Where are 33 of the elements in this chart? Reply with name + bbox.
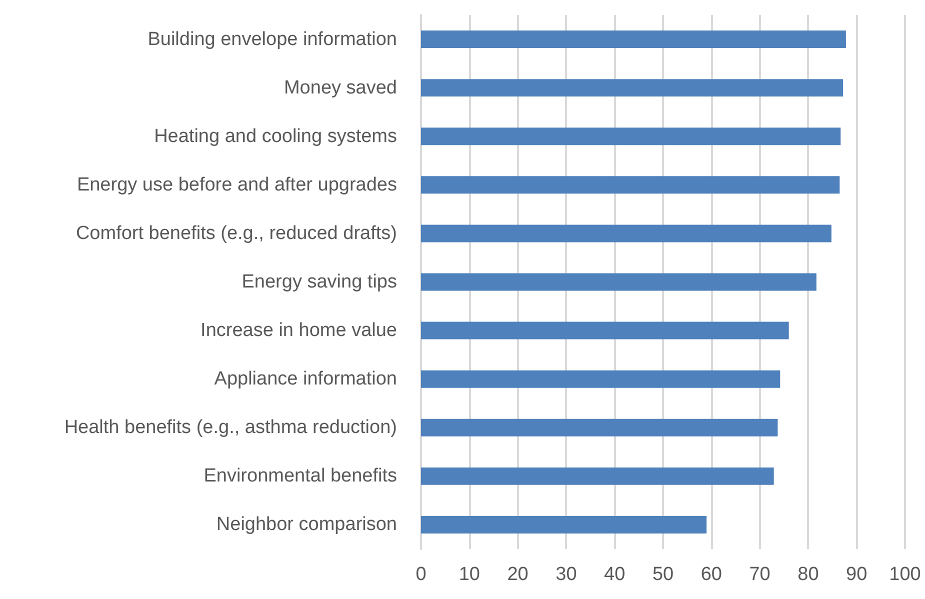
bar: [421, 79, 844, 97]
bar: [421, 516, 707, 534]
y-tick-label: Environmental benefits: [204, 466, 397, 487]
x-tick-label: 50: [652, 564, 674, 585]
y-tick-label: Money saved: [284, 77, 397, 98]
y-tick-label: Appliance information: [214, 368, 397, 390]
bar: [421, 224, 832, 242]
x-tick-label: 40: [604, 564, 626, 585]
bar: [421, 128, 841, 146]
y-tick-label: Energy saving tips: [242, 272, 397, 292]
x-tick-label: 100: [889, 564, 921, 585]
y-tick-label: Increase in home value: [200, 320, 397, 342]
bar: [421, 467, 774, 485]
y-tick-label: Comfort benefits (e.g., reduced drafts): [76, 222, 397, 244]
bar: [421, 418, 778, 436]
y-tick-label: Neighbor comparison: [216, 514, 397, 536]
x-tick-label: 30: [556, 564, 577, 585]
y-tick-label: Heating and cooling systems: [154, 126, 397, 147]
y-tick-label: Building envelope information: [148, 28, 397, 50]
bar: [421, 176, 840, 194]
y-tick-label: Health benefits (e.g., asthma reduction): [64, 417, 397, 438]
x-tick-label: 0: [416, 564, 426, 585]
x-tick-label: 90: [846, 564, 868, 585]
y-tick-label: Energy use before and after upgrades: [76, 174, 397, 196]
bar: [421, 322, 789, 340]
x-tick-label: 80: [798, 564, 819, 585]
bar: [421, 30, 846, 48]
bar: [421, 273, 816, 291]
bar: [421, 370, 780, 388]
x-tick-label: 70: [749, 564, 770, 585]
x-tick-label: 10: [458, 564, 480, 585]
x-tick-label: 20: [507, 564, 528, 585]
x-tick-label: 60: [700, 564, 722, 585]
